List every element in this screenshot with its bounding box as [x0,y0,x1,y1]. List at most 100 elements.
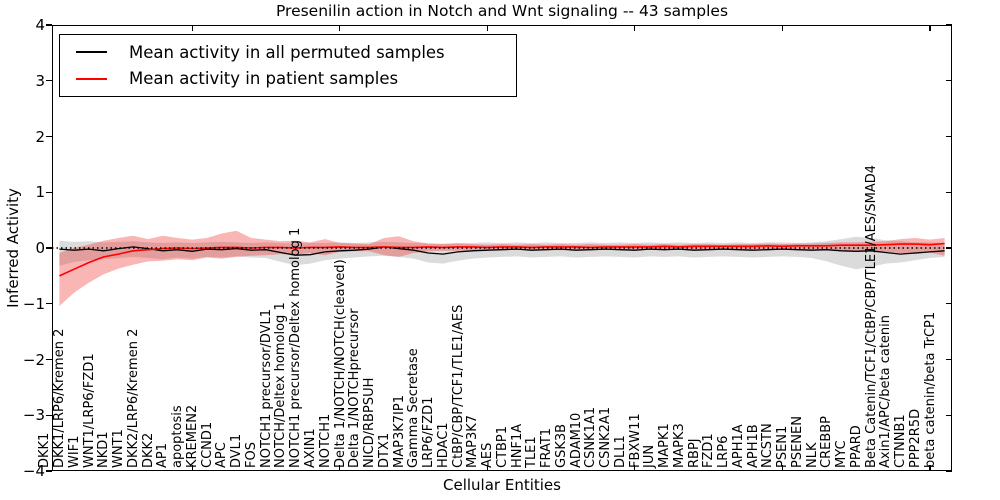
x-category-label: MAPK3 [671,423,687,468]
x-category-label: LRP6 [716,435,732,468]
x-category-label: DLL1 [612,435,628,468]
x-axis-label: Cellular Entities [443,476,561,494]
x-category-label: CREBBP [819,416,835,468]
x-category-label: FZD1 [701,433,717,468]
x-category-label: CTBP1 [494,425,510,468]
x-category-label: WIF1 [66,435,82,468]
x-category-label: apoptosis [170,405,186,468]
x-category-label: FBXW11 [627,413,643,468]
y-tick-mark-right [946,135,952,138]
x-category-label: WNT1/LRP6/FZD1 [81,353,97,468]
x-category-label: PPP2R5D [907,408,923,468]
x-category-label: DKK1/LRP6/Kremen 2 [52,328,68,468]
x-category-label: CTNNB1 [893,414,909,468]
x-tick-mark-bottom [486,465,488,471]
y-tick-mark-left [46,247,52,249]
x-category-label: NOTCH1 [317,413,333,468]
x-category-label: MAPK1 [657,423,672,468]
x-category-label: NOTCH/Deltex homolog 1 [273,302,289,468]
legend-line-patient-icon [76,77,107,80]
x-category-label: JUN [642,444,658,468]
x-category-label: PPARD [848,425,864,468]
x-category-label: PSENEN [789,416,805,468]
permuted-std-band [59,236,945,270]
x-category-label: FRAT1 [539,427,554,468]
x-category-label: Delta 1/NOTCH/NOTCH(cleaved) [332,259,348,468]
y-tick-label: 0 [35,239,45,257]
x-category-label: beta catenin/beta TrCP1 [922,311,938,468]
x-category-label: NLK [804,442,820,469]
x-category-label: DKK2 [140,432,156,468]
legend-row-patient: Mean activity in patient samples [60,69,516,88]
x-category-label: APH1B [745,424,761,468]
x-category-label: KREMEN2 [184,404,200,468]
x-category-label: NCSTN [760,423,776,468]
y-tick-mark-right [946,358,952,361]
x-category-label: LRP6/FZD1 [421,396,436,468]
plot-area [52,230,952,306]
x-category-label: APH1A [730,424,746,468]
x-category-label: AP1 [155,442,171,468]
x-category-label: WNT1 [111,429,127,468]
x-category-label: DVL1 [229,433,245,468]
y-tick-label: 2 [35,127,45,146]
y-tick-mark-left [46,191,52,193]
x-tick-mark-bottom [781,465,783,471]
x-category-label: DKK1 [37,432,53,468]
x-tick-mark-bottom [191,465,193,471]
y-tick-mark-left [46,414,52,416]
permuted-mean-line [59,246,945,256]
x-tick-mark-bottom [929,465,931,471]
y-tick-mark-right [946,470,952,472]
y-tick-label: 3 [35,71,45,90]
x-category-label: FOS [243,442,259,468]
y-tick-mark-right [946,80,952,82]
y-tick-mark-right [946,303,952,305]
y-tick-label: 4 [35,16,45,34]
x-category-label: HNF1A [509,423,525,468]
x-category-label: CCND1 [199,421,215,468]
x-category-label: NOTCH1 precursor/Deltex homolog 1 [288,227,304,468]
x-category-label: AES [480,442,495,468]
x-category-label: CtBP/CBP/TCF1/TLE1/AES [450,304,466,468]
y-tick-mark-left [46,470,52,472]
x-category-label: RBPJ [686,438,702,468]
legend: Mean activity in all permuted samples Me… [59,34,517,97]
x-category-label: NICD/RBPSUH [362,377,377,468]
y-tick-mark-right [946,24,952,26]
x-category-label: CSNK1A1 [583,406,599,468]
x-category-label: AXIN1 [303,428,318,468]
legend-label-patient: Mean activity in patient samples [129,69,399,89]
legend-label-permuted: Mean activity in all permuted samples [129,42,445,62]
x-category-label: MAP3K7 [465,414,481,468]
x-category-label: APC [214,442,230,468]
x-category-label: GSK3B [553,423,569,468]
legend-line-permuted-icon [76,51,107,54]
x-tick-mark-top [191,25,193,31]
y-tick-label: 1 [35,183,45,202]
y-tick-label: −2 [22,350,45,369]
x-category-label: NOTCH1 precursor/DVL1 [258,308,274,468]
y-tick-mark-left [46,303,52,305]
x-category-label: MYC [834,440,850,468]
x-tick-mark-top [339,25,341,31]
y-tick-mark-left [46,135,52,138]
y-tick-mark-left [46,80,52,82]
y-tick-mark-right [946,191,952,193]
x-category-label: TLE1 [524,436,540,468]
y-tick-mark-left [46,24,52,26]
x-category-label: Beta Catenin/TCF1/CtBP/CBP/TLE1/AES/SMAD… [863,164,879,468]
y-tick-label: −3 [22,406,45,425]
x-tick-mark-top [781,25,783,31]
y-tick-mark-left [46,358,52,361]
x-category-label: CSNK2A1 [598,406,613,468]
x-tick-mark-top [929,25,931,31]
y-tick-mark-right [946,247,952,249]
x-tick-mark-top [634,25,636,31]
y-tick-mark-right [946,414,952,416]
x-category-label: MAP3K7IP1 [391,395,407,468]
x-category-label: Gamma Secretase [406,348,422,468]
legend-row-permuted: Mean activity in all permuted samples [60,43,516,62]
x-category-label: Axin1/APC/beta catenin [878,314,894,468]
